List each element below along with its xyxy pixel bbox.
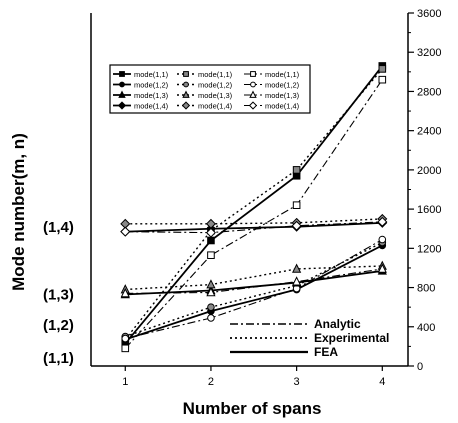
mode-legend-label: mode(1,2) [265, 80, 300, 89]
marker-square [207, 251, 215, 259]
mode-legend-label: mode(1,2) [134, 80, 169, 89]
marker-triangle [292, 263, 302, 273]
y-tick-label: 2000 [417, 165, 441, 177]
marker-diamond [248, 101, 258, 110]
marker-square [292, 201, 301, 209]
mode-legend-label: mode(1,3) [134, 91, 169, 100]
marker-diamond [181, 101, 191, 110]
series-analytic-13 [120, 263, 387, 298]
mode-legend-label: mode(1,3) [265, 91, 300, 100]
series-line [125, 218, 383, 225]
series-analytic-14 [120, 216, 388, 238]
method-legend-label: Experimental [314, 331, 389, 345]
mode-legend-label: mode(1,2) [198, 80, 233, 89]
mode-number-labels: (1,1) (1,2) (1,3) (1,4) [43, 219, 74, 367]
series-line [125, 265, 383, 291]
marker-triangle [118, 90, 126, 98]
marker-circle [378, 235, 387, 244]
marker-triangle [182, 90, 190, 98]
y-tick-label: 3200 [417, 47, 441, 59]
marker-diamond [291, 220, 302, 231]
series-line [125, 239, 383, 340]
marker-triangle [249, 90, 257, 98]
series-line [125, 221, 383, 234]
series-analytic-11 [121, 75, 387, 353]
marker-square [121, 344, 130, 353]
mode-legend-label: mode(1,4) [198, 101, 233, 110]
marker-circle [207, 303, 215, 311]
x-axis-title: Number of spans [183, 399, 322, 418]
method-legend-label: Analytic [314, 317, 361, 331]
y-tick-label: 1200 [417, 243, 441, 255]
series-experimental-14 [120, 213, 388, 229]
x-axis-ticks: 1 2 3 4 [122, 366, 385, 388]
x-tick-label: 1 [122, 376, 128, 388]
series-layer [120, 62, 388, 353]
mode-legend-label: mode(1,4) [265, 101, 300, 110]
mode-legend-box [109, 64, 311, 114]
marker-square [207, 236, 215, 245]
y-tick-label: 400 [417, 322, 435, 334]
marker-triangle [292, 276, 302, 286]
marker-triangle [206, 287, 216, 297]
marker-circle [250, 81, 256, 88]
marker-square [378, 65, 387, 73]
marker-triangle [120, 288, 130, 298]
x-tick-label: 3 [294, 376, 300, 388]
marker-square [119, 71, 125, 77]
marker-square [292, 166, 301, 174]
mode-legend-label: mode(1,1) [265, 70, 300, 79]
y-tick-label: 800 [417, 283, 435, 295]
marker-triangle [377, 263, 387, 273]
mode-label: (1,4) [43, 219, 74, 236]
marker-square [250, 71, 256, 77]
series-experimental-13 [120, 260, 387, 294]
mode-legend-label: mode(1,4) [134, 101, 169, 110]
series-analytic-12 [121, 235, 387, 343]
series-line [124, 79, 383, 349]
series-line [124, 68, 383, 340]
x-tick-label: 4 [379, 376, 385, 388]
marker-circle [121, 334, 130, 343]
mode-label: (1,2) [43, 317, 74, 334]
mode-label: (1,3) [43, 286, 74, 303]
marker-diamond [205, 227, 216, 238]
marker-square [378, 75, 387, 84]
marker-diamond [120, 226, 131, 237]
marker-circle [119, 81, 125, 88]
marker-triangle [206, 279, 216, 289]
marker-circle [207, 314, 215, 322]
y-tick-label: 2400 [417, 126, 441, 138]
marker-diamond [377, 216, 388, 227]
y-tick-label: 3600 [417, 8, 441, 20]
mode-legend-label: mode(1,1) [134, 70, 169, 79]
mode-legend-label: mode(1,3) [198, 91, 233, 100]
mode-legend: mode(1,1) mode(1,1) mode(1,1)mode(1,2) mode… [109, 64, 311, 114]
series-line [125, 268, 383, 294]
y-tick-label: 1600 [417, 204, 441, 216]
marker-circle [183, 81, 189, 88]
y-tick-label: 0 [417, 361, 423, 373]
x-tick-label: 2 [208, 376, 214, 388]
y-tick-label: 2800 [417, 86, 441, 98]
marker-square [183, 71, 189, 77]
marker-diamond [117, 101, 127, 110]
mode-label: (1,1) [43, 350, 74, 367]
series-line [125, 221, 383, 233]
mode-legend-label: mode(1,1) [198, 70, 233, 79]
method-legend-label: FEA [314, 345, 338, 359]
y-axis-ticks: 0 400 800 1200 1600 2000 2400 2800 3200 3600 [408, 8, 441, 373]
y-axis-title: Mode number(m, n) [9, 133, 28, 291]
